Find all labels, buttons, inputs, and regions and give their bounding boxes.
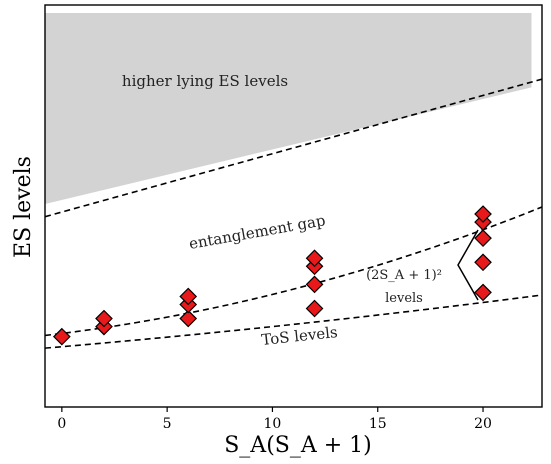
annotation-multiplicity-formula: (2S_A + 1)² bbox=[366, 268, 442, 283]
data-point bbox=[179, 287, 198, 306]
data-markers bbox=[52, 205, 492, 346]
x-axis-title: S_A(S_A + 1) bbox=[224, 433, 372, 458]
plot-frame bbox=[44, 4, 543, 408]
annotation-multiplicity-label: levels bbox=[385, 291, 423, 306]
multiplicity-bracket bbox=[457, 229, 479, 301]
x-tick-label: 10 bbox=[264, 416, 282, 432]
annotation-tos-levels: ToS levels bbox=[261, 323, 339, 349]
data-point bbox=[474, 283, 492, 302]
data-point bbox=[305, 249, 324, 268]
data-point bbox=[474, 229, 492, 248]
x-tick-label: 20 bbox=[474, 416, 492, 432]
data-point bbox=[474, 205, 492, 223]
dashed-line-1 bbox=[45, 294, 542, 349]
data-point bbox=[474, 253, 492, 272]
x-axis-ticks: 0 5 10 15 20 bbox=[57, 407, 492, 432]
annotation-higher-levels: higher lying ES levels bbox=[122, 72, 288, 90]
higher-levels-region bbox=[45, 13, 532, 204]
data-point bbox=[179, 309, 198, 328]
data-point bbox=[95, 309, 113, 328]
x-tick-label: 15 bbox=[369, 416, 387, 432]
x-tick-label: 0 bbox=[57, 416, 66, 432]
x-tick-label: 5 bbox=[163, 416, 172, 432]
dashed-line-2 bbox=[45, 206, 542, 337]
y-axis-title: ES levels bbox=[11, 156, 36, 258]
annotation-entanglement-gap: entanglement gap bbox=[188, 211, 327, 253]
data-point bbox=[52, 327, 71, 346]
data-point bbox=[305, 299, 324, 318]
dashed-line-3 bbox=[45, 78, 542, 218]
dashed-lines bbox=[45, 78, 542, 349]
data-point bbox=[305, 275, 324, 294]
